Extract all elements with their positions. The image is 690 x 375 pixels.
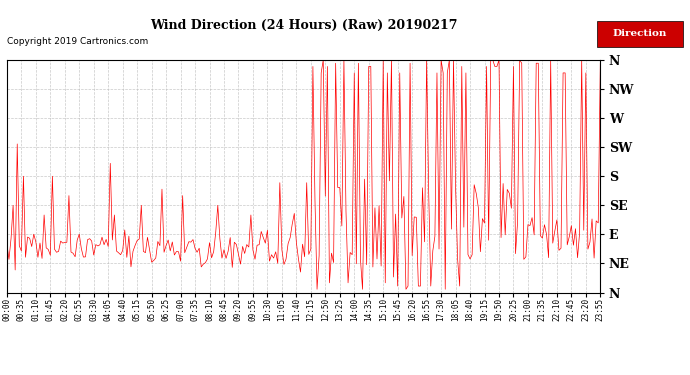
Text: Wind Direction (24 Hours) (Raw) 20190217: Wind Direction (24 Hours) (Raw) 20190217 xyxy=(150,19,457,32)
Text: Direction: Direction xyxy=(613,29,667,38)
Text: Copyright 2019 Cartronics.com: Copyright 2019 Cartronics.com xyxy=(7,38,148,46)
